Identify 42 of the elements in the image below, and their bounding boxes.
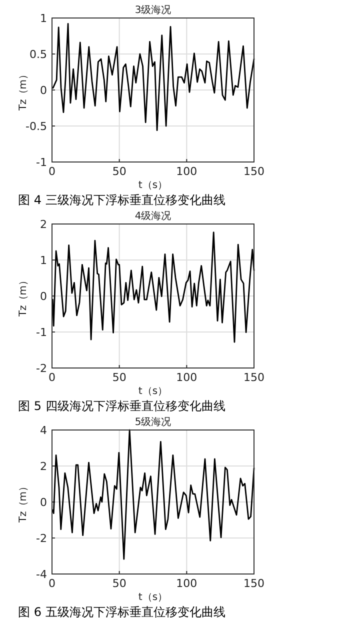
x-tick-label: 0 — [48, 577, 56, 590]
y-tick-label: 0 — [40, 84, 47, 97]
x-axis-title: t（s） — [138, 592, 168, 603]
chart-title: 4级海况 — [134, 210, 172, 222]
x-tick-label: 50 — [112, 577, 126, 590]
line-series — [52, 23, 255, 132]
y-tick-label: -2 — [36, 532, 47, 545]
y-tick-label: -1 — [36, 326, 47, 339]
y-tick-label: 2 — [40, 218, 47, 231]
y-tick-label: -0.5 — [26, 120, 47, 133]
x-tick-label: 150 — [244, 371, 264, 384]
x-tick-label: 100 — [176, 165, 198, 178]
x-tick-label: 50 — [112, 165, 126, 178]
y-tick-label: 4 — [40, 424, 47, 437]
x-tick-label: 150 — [244, 577, 264, 590]
chart-title: 5级海况 — [134, 416, 172, 428]
y-tick-label: 2 — [40, 460, 47, 473]
y-tick-label: 1 — [40, 254, 47, 267]
y-axis-title: Tz（m） — [18, 69, 29, 112]
x-tick-label: 50 — [112, 371, 126, 384]
x-tick-label: 0 — [48, 165, 56, 178]
y-tick-label: 1 — [40, 12, 47, 25]
x-tick-label: 0 — [48, 371, 56, 384]
y-tick-label: -2 — [36, 362, 47, 375]
x-tick-label: 150 — [244, 165, 264, 178]
y-axis-title: Tz（m） — [18, 481, 29, 524]
caption: 图 5 四级海况下浮标垂直位移变化曲线 — [18, 399, 226, 413]
y-tick-label: 0 — [40, 496, 47, 509]
x-tick-label: 100 — [176, 577, 198, 590]
x-axis-title: t（s） — [138, 386, 168, 397]
y-tick-label: -1 — [36, 156, 47, 169]
y-axis-title: Tz（m） — [18, 275, 29, 318]
y-tick-label: 0 — [40, 290, 47, 303]
y-tick-label: -4 — [36, 568, 47, 581]
caption: 图 4 三级海况下浮标垂直位移变化曲线 — [18, 193, 226, 207]
line-series — [52, 429, 255, 560]
y-tick-label: 0.5 — [30, 48, 47, 61]
caption: 图 6 五级海况下浮标垂直位移变化曲线 — [18, 605, 226, 618]
x-tick-label: 100 — [176, 371, 198, 384]
line-series — [52, 232, 255, 343]
x-axis-title: t（s） — [138, 180, 168, 191]
chart-title: 3级海况 — [134, 4, 172, 16]
